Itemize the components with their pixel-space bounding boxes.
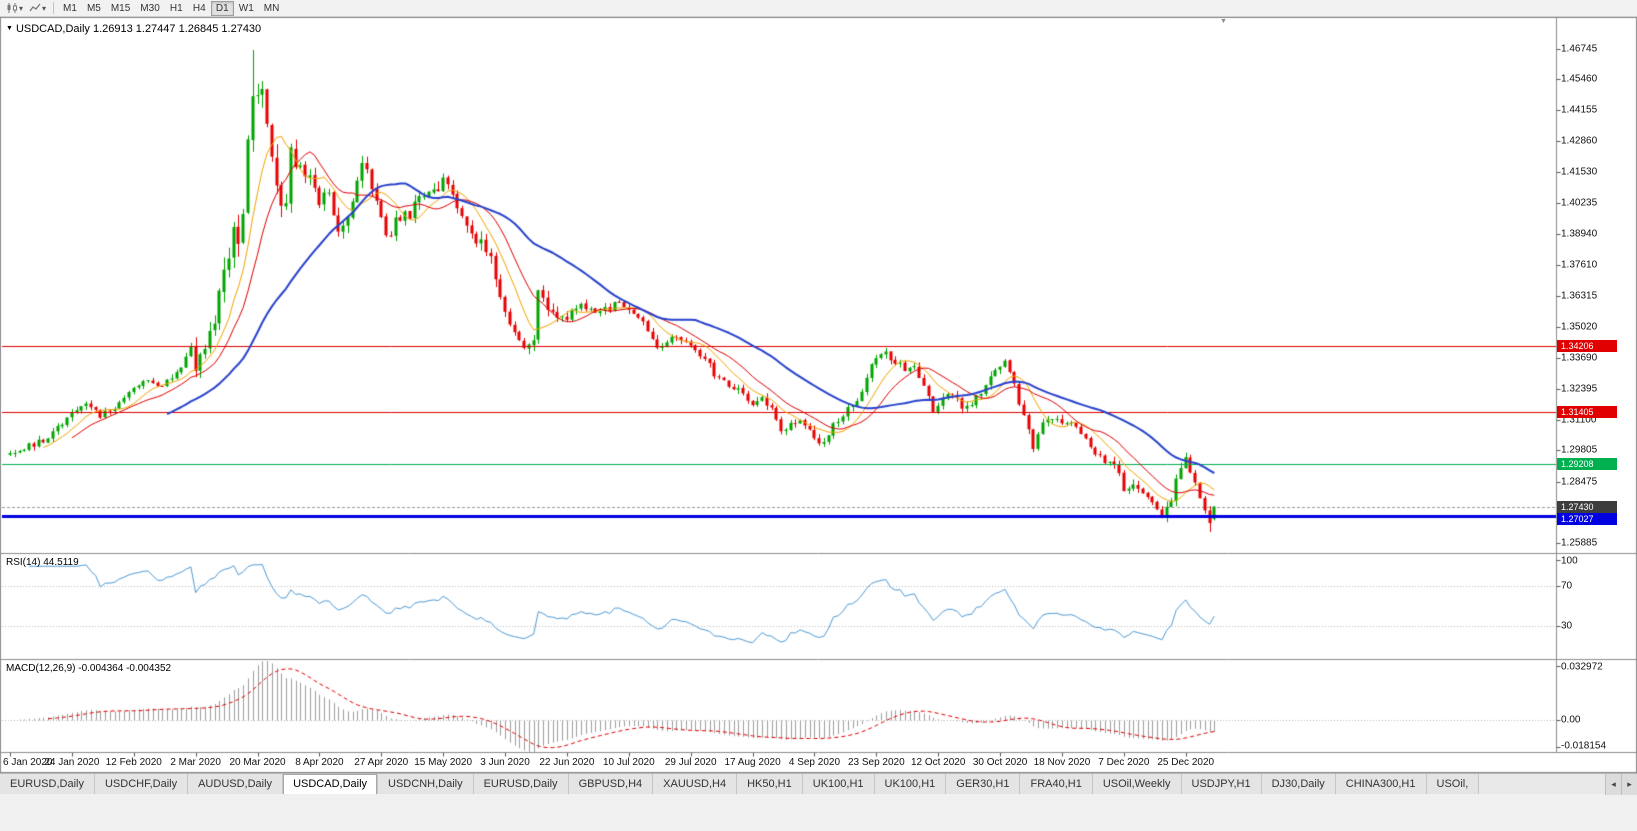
chart-tab-ger30-h1[interactable]: GER30,H1 xyxy=(946,774,1021,794)
chart-tab-china300-h1[interactable]: CHINA300,H1 xyxy=(1335,774,1427,794)
time-scale-label: 4 Sep 2020 xyxy=(788,757,841,768)
line-chart-icon xyxy=(29,2,41,14)
chart-tab-gbpusd-h4[interactable]: GBPUSD,H4 xyxy=(568,774,654,794)
price-scale-tick: 1.45460 xyxy=(1561,73,1598,85)
macd-scale-tick: 0.032972 xyxy=(1561,661,1603,673)
price-scale-tick: 1.25885 xyxy=(1561,537,1598,549)
timeframe-button-h1[interactable]: H1 xyxy=(169,2,183,14)
chart-title: ▼ USDCAD,Daily 1.26913 1.27447 1.26845 1.… xyxy=(6,23,261,35)
chart-tab-usdjpy-h1[interactable]: USDJPY,H1 xyxy=(1181,774,1262,794)
price-scale-tick: 1.46745 xyxy=(1561,43,1598,55)
macd-scale-tick: 0.00 xyxy=(1561,714,1581,726)
chart-tab-bar: EURUSD,Daily USDCHF,Daily AUDUSD,Daily USDC… xyxy=(0,773,1637,795)
time-scale-label: 7 Dec 2020 xyxy=(1098,757,1150,768)
price-scale-tick: 1.35020 xyxy=(1561,321,1598,333)
chart-tab-hk50-h1[interactable]: HK50,H1 xyxy=(737,774,803,794)
time-scale-label: 30 Oct 2020 xyxy=(972,757,1028,768)
price-level-tag[interactable]: 1.27430 xyxy=(1557,500,1617,513)
time-scale-label: 10 Jul 2020 xyxy=(602,757,655,768)
chart-canvas[interactable] xyxy=(0,17,1637,773)
time-scale-label: 8 Apr 2020 xyxy=(295,757,344,768)
time-scale-label: 27 Apr 2020 xyxy=(354,757,409,768)
time-scale-label: 18 Nov 2020 xyxy=(1033,757,1091,768)
price-scale-tick: 1.41530 xyxy=(1561,166,1598,178)
timeframe-button-m1[interactable]: M1 xyxy=(63,2,77,14)
price-scale-tick: 1.42860 xyxy=(1561,135,1598,147)
price-scale-tick: 1.31100 xyxy=(1561,414,1597,426)
price-scale-tick: 1.29805 xyxy=(1561,444,1598,456)
chart-tab-fra40-h1[interactable]: FRA40,H1 xyxy=(1020,774,1093,794)
chart-tab-uk100-h1[interactable]: UK100,H1 xyxy=(802,774,875,794)
timeframe-button-h4[interactable]: H4 xyxy=(192,2,206,14)
chart-tab-usoil-weekly[interactable]: USOil,Weekly xyxy=(1092,774,1182,794)
symbol-collapse-marker[interactable]: ▼ xyxy=(6,25,13,32)
time-scale-label: 2 Mar 2020 xyxy=(170,757,221,768)
timeframe-button-mn[interactable]: MN xyxy=(263,2,280,14)
tabs-scroll-right-button[interactable]: ▸ xyxy=(1621,774,1637,795)
chart-overlay: ▼ USDCAD,Daily 1.26913 1.27447 1.26845 1.… xyxy=(0,17,1637,773)
rsi-scale-tick: 100 xyxy=(1561,555,1578,567)
chart-tab-uk100-h1[interactable]: UK100,H1 xyxy=(874,774,947,794)
chevron-down-icon: ▾ xyxy=(19,3,24,13)
chart-type-dropdown[interactable]: ▾ xyxy=(3,1,26,16)
chart-tabs: EURUSD,Daily USDCHF,Daily AUDUSD,Daily USDC… xyxy=(0,774,1605,794)
chart-tab-usdchf-daily[interactable]: USDCHF,Daily xyxy=(94,774,189,794)
price-level-tag[interactable]: 1.29208 xyxy=(1557,458,1617,471)
time-scale-label: 12 Feb 2020 xyxy=(105,757,162,768)
time-scale-label: 29 Jul 2020 xyxy=(664,757,717,768)
rsi-scale-tick: 70 xyxy=(1561,580,1573,592)
price-level-tag[interactable]: 1.31405 xyxy=(1557,406,1617,419)
tabs-scroll-left-button[interactable]: ◂ xyxy=(1605,774,1621,795)
chart-tab-eurusd-daily[interactable]: EURUSD,Daily xyxy=(0,774,95,794)
timeframe-button-w1[interactable]: W1 xyxy=(238,2,254,14)
price-level-tag[interactable]: 1.27027 xyxy=(1557,512,1617,525)
price-scale-tick: 1.33690 xyxy=(1561,352,1598,364)
candlestick-chart-icon xyxy=(6,2,18,14)
chevron-down-icon: ▾ xyxy=(42,3,47,13)
price-scale-tick: 1.28475 xyxy=(1561,476,1598,488)
macd-scale-tick: -0.018154 xyxy=(1561,740,1607,752)
timeframe-button-m15[interactable]: M15 xyxy=(110,2,131,14)
time-scale-label: 6 Jan 2020 xyxy=(3,757,53,768)
price-level-tag[interactable]: 1.34206 xyxy=(1557,339,1617,352)
tab-scroll-controls: ◂ ▸ xyxy=(1605,774,1637,795)
time-scale-label: 17 Aug 2020 xyxy=(724,757,781,768)
chart-tab-usdcnh-daily[interactable]: USDCNH,Daily xyxy=(378,774,474,794)
rsi-indicator-label: RSI(14) 44.5119 xyxy=(6,557,79,568)
time-scale-label: 25 Dec 2020 xyxy=(1157,757,1215,768)
chart-tab-dj30-daily[interactable]: DJ30,Daily xyxy=(1261,774,1336,794)
price-scale-tick: 1.37610 xyxy=(1561,259,1598,271)
price-scale-tick: 1.44155 xyxy=(1561,104,1598,116)
time-scale-label: 24 Jan 2020 xyxy=(44,757,100,768)
time-scale-label: 22 Jun 2020 xyxy=(539,757,595,768)
chart-tab-eurusd-daily[interactable]: EURUSD,Daily xyxy=(473,774,569,794)
macd-indicator-label: MACD(12,26,9) -0.004364 -0.004352 xyxy=(6,663,172,674)
timeframe-button-m5[interactable]: M5 xyxy=(86,2,101,14)
toolbar-separator xyxy=(53,2,55,14)
price-scale-tick: 1.36315 xyxy=(1561,290,1598,302)
price-scale-tick: 1.40235 xyxy=(1561,197,1598,209)
chart-shift-marker[interactable]: ▼ xyxy=(1220,18,1227,25)
chart-tab-usoil[interactable]: USOil, xyxy=(1426,774,1480,794)
time-scale-label: 23 Sep 2020 xyxy=(847,757,905,768)
chart-tab-xauusd-h4[interactable]: XAUUSD,H4 xyxy=(653,774,738,794)
timeframe-button-d1[interactable]: D1 xyxy=(210,0,234,16)
view-dropdown[interactable]: ▾ xyxy=(26,1,49,16)
timeframe-buttons: M1 M5 M15 M30 H1 H4 D1 W1 MN xyxy=(58,0,284,16)
chart-window: ▼ USDCAD,Daily 1.26913 1.27447 1.26845 1.… xyxy=(0,17,1637,773)
chart-tab-usdcad-daily[interactable]: USDCAD,Daily xyxy=(283,774,379,794)
timeframe-button-m30[interactable]: M30 xyxy=(140,2,160,14)
chart-title-text: USDCAD,Daily 1.26913 1.27447 1.26845 1.2… xyxy=(15,23,262,35)
time-scale-label: 12 Oct 2020 xyxy=(910,757,966,768)
rsi-scale-tick: 30 xyxy=(1561,620,1573,632)
time-scale-label: 20 Mar 2020 xyxy=(229,757,286,768)
price-scale-tick: 1.32395 xyxy=(1561,383,1598,395)
chart-tab-audusd-daily[interactable]: AUDUSD,Daily xyxy=(188,774,284,794)
time-scale-label: 3 Jun 2020 xyxy=(480,757,530,768)
price-scale-tick: 1.38940 xyxy=(1561,228,1598,240)
time-scale-label: 15 May 2020 xyxy=(414,757,473,768)
timeframe-toolbar: ▾ ▾ M1 M5 M15 M30 H1 H4 D1 W1 MN xyxy=(0,0,1637,17)
